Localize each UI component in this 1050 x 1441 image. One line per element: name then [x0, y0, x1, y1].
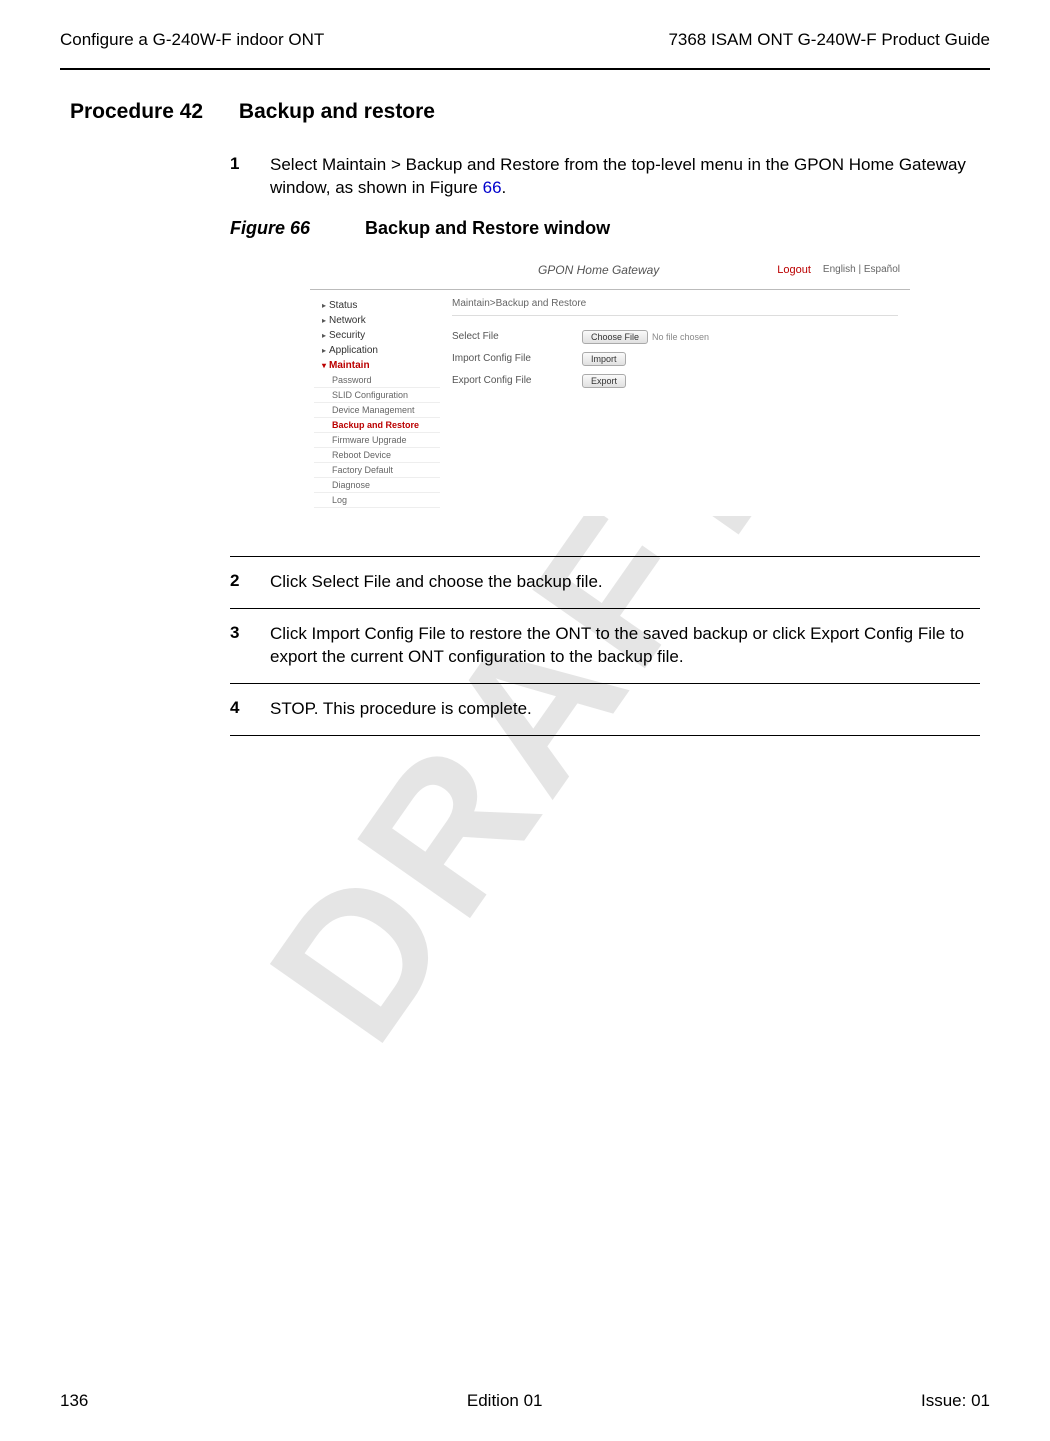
sidebar-sub-firmware[interactable]: Firmware Upgrade	[314, 433, 440, 448]
sidebar-sub-slid[interactable]: SLID Configuration	[314, 388, 440, 403]
ss-app-title: GPON Home Gateway	[420, 263, 777, 277]
step-num-2: 2	[230, 571, 270, 594]
step-sep-1	[230, 556, 980, 557]
sidebar-item-network[interactable]: Network	[314, 313, 440, 328]
ss-label-select-file: Select File	[452, 331, 582, 342]
ss-row-select-file: Select File Choose File No file chosen	[452, 330, 898, 344]
page-footer: 136 Edition 01 Issue: 01	[60, 1391, 990, 1411]
sidebar-sub-password[interactable]: Password	[314, 373, 440, 388]
step-text-4: STOP. This procedure is complete.	[270, 698, 532, 721]
header-rule	[60, 68, 990, 70]
ss-topbar: GPON Home Gateway Logout English | Españ…	[310, 249, 910, 290]
sidebar-item-application[interactable]: Application	[314, 343, 440, 358]
choose-file-button[interactable]: Choose File	[582, 330, 648, 344]
ss-label-import: Import Config File	[452, 353, 582, 364]
figure-title: Backup and Restore window	[365, 218, 610, 238]
step-num-3: 3	[230, 623, 270, 669]
ss-breadcrumb: Maintain>Backup and Restore	[452, 298, 898, 316]
sidebar-item-security[interactable]: Security	[314, 328, 440, 343]
step-text-3: Click Import Config File to restore the …	[270, 623, 980, 669]
step-sep-3	[230, 683, 980, 684]
footer-page-num: 136	[60, 1391, 88, 1411]
ss-body: Status Network Security Application Main…	[310, 290, 910, 516]
import-button[interactable]: Import	[582, 352, 626, 366]
step-2: 2 Click Select File and choose the backu…	[230, 571, 980, 594]
sidebar-sub-backup-restore[interactable]: Backup and Restore	[314, 418, 440, 433]
sidebar-sub-reboot[interactable]: Reboot Device	[314, 448, 440, 463]
ss-sidebar: Status Network Security Application Main…	[310, 290, 440, 516]
header-left: Configure a G-240W-F indoor ONT	[60, 30, 324, 50]
step1-text-a: Select Maintain > Backup and Restore fro…	[270, 155, 966, 197]
step-num-1: 1	[230, 154, 270, 200]
sidebar-item-status[interactable]: Status	[314, 298, 440, 313]
no-file-text: No file chosen	[652, 332, 709, 342]
ss-main-panel: Maintain>Backup and Restore Select File …	[440, 290, 910, 516]
ss-label-export: Export Config File	[452, 375, 582, 386]
sidebar-sub-factory[interactable]: Factory Default	[314, 463, 440, 478]
procedure-number: Procedure 42	[70, 100, 203, 123]
step-3: 3 Click Import Config File to restore th…	[230, 623, 980, 669]
step1-text-b: .	[502, 178, 507, 197]
header-right: 7368 ISAM ONT G-240W-F Product Guide	[668, 30, 990, 50]
step-4: 4 STOP. This procedure is complete.	[230, 698, 980, 721]
sidebar-item-maintain[interactable]: Maintain	[314, 358, 440, 373]
ss-logout-link[interactable]: Logout	[777, 264, 811, 276]
step-text-1: Select Maintain > Backup and Restore fro…	[270, 154, 980, 200]
figure-link-66[interactable]: 66	[483, 178, 502, 197]
step-text-2: Click Select File and choose the backup …	[270, 571, 603, 594]
figure-label: Figure 66	[230, 218, 310, 238]
running-header: Configure a G-240W-F indoor ONT 7368 ISA…	[60, 30, 990, 50]
sidebar-sub-diagnose[interactable]: Diagnose	[314, 478, 440, 493]
ss-lang-links[interactable]: English | Español	[823, 264, 900, 275]
procedure-title: Backup and restore	[239, 100, 435, 123]
ss-logo	[320, 255, 420, 285]
steps-block: 1 Select Maintain > Backup and Restore f…	[230, 154, 980, 736]
step-sep-4	[230, 735, 980, 736]
figure-caption: Figure 66 Backup and Restore window	[230, 218, 980, 239]
footer-issue: Issue: 01	[921, 1391, 990, 1411]
export-button[interactable]: Export	[582, 374, 626, 388]
sidebar-sub-device-mgmt[interactable]: Device Management	[314, 403, 440, 418]
ss-row-export: Export Config File Export	[452, 374, 898, 388]
ss-row-import: Import Config File Import	[452, 352, 898, 366]
gpon-screenshot: GPON Home Gateway Logout English | Españ…	[310, 249, 910, 516]
footer-edition: Edition 01	[467, 1391, 543, 1411]
page-container: Configure a G-240W-F indoor ONT 7368 ISA…	[0, 0, 1050, 1441]
step-num-4: 4	[230, 698, 270, 721]
step-1: 1 Select Maintain > Backup and Restore f…	[230, 154, 980, 200]
step-sep-2	[230, 608, 980, 609]
procedure-heading: Procedure 42 Backup and restore	[70, 100, 990, 124]
sidebar-sub-log[interactable]: Log	[314, 493, 440, 508]
